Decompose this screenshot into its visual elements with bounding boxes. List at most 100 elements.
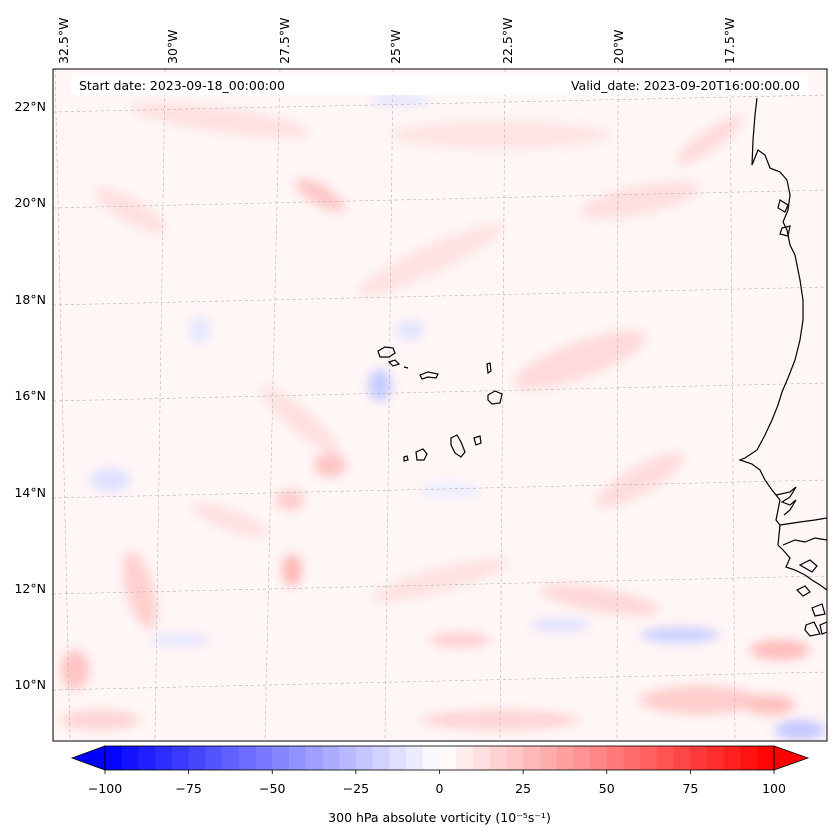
colorbar-cell: [422, 746, 441, 770]
latitude-labels: 22°N 20°N 18°N 16°N 14°N 12°N 10°N: [14, 99, 46, 692]
colorbar-ticks: [104, 770, 775, 774]
lon-label-20w: 20°W: [611, 29, 626, 64]
colorbar-cell: [590, 746, 608, 770]
coastline-bijagos-1: [798, 559, 818, 573]
colorbar-cells: [105, 746, 775, 770]
coastline-gambia: [775, 486, 797, 516]
cape-verde-islands: [377, 346, 503, 462]
longitude-labels: 32.5°W 30°W 27.5°W 25°W 22.5°W 20°W 17.5…: [56, 18, 737, 64]
colorbar-cell: [272, 746, 290, 770]
colorbar-cell: [255, 746, 273, 770]
colorbar-max-arrow: [773, 745, 810, 771]
cbar-tick-label-75: 75: [682, 781, 698, 796]
island-boa-vista: [487, 390, 503, 405]
colorbar-cell: [506, 746, 524, 770]
lat-label-16n: 16°N: [14, 388, 46, 403]
colorbar-cell: [623, 746, 641, 770]
cbar-tick-label-25: 25: [515, 781, 531, 796]
valid-date-text: Valid_date: 2023-09-20T16:00:00.00: [571, 78, 800, 93]
gridlines: [53, 69, 827, 741]
coastline-bijagos-2: [795, 585, 811, 597]
cbar-tick-label-neg75: −75: [175, 781, 201, 796]
cbar-tick-label-100: 100: [762, 781, 786, 796]
colorbar-cell: [188, 746, 206, 770]
map-frame: [52, 68, 828, 742]
island-santiago: [450, 434, 466, 458]
coastline-mauritania-senegal: [738, 97, 827, 591]
cbar-tick-label-neg50: −50: [259, 781, 285, 796]
lon-label-22-5w: 22.5°W: [500, 18, 515, 64]
header-box: [71, 75, 808, 95]
colorbar-cell: [205, 746, 223, 770]
island-sal: [486, 362, 492, 375]
colorbar-cell: [406, 746, 424, 770]
colorbar-cell: [105, 746, 123, 770]
colorbar-cell: [573, 746, 591, 770]
colorbar-cell: [556, 746, 574, 770]
colorbar-cell: [757, 746, 775, 770]
lon-label-32-5w: 32.5°W: [56, 18, 71, 64]
lat-label-10n: 10°N: [14, 677, 46, 692]
coastline-bijagos-4: [804, 621, 821, 637]
island-maio: [473, 435, 482, 446]
colorbar-min-arrow: [70, 745, 106, 771]
coastline-guinea-bissau: [782, 537, 827, 546]
cbar-tick-label-50: 50: [599, 781, 615, 796]
island-santo-antao: [377, 346, 396, 358]
island-sao-nicolau: [419, 371, 439, 380]
colorbar-cell: [222, 746, 240, 770]
colorbar-cell: [472, 746, 491, 770]
colorbar-label: 300 hPa absolute vorticity (10⁻⁵s⁻¹): [328, 810, 551, 825]
colorbar-cell: [640, 746, 658, 770]
colorbar-cell: [238, 746, 257, 770]
cbar-tick-label-neg100: −100: [88, 781, 122, 796]
colorbar-cell: [138, 746, 156, 770]
colorbar-cell: [339, 746, 357, 770]
start-date-text: Start date: 2023-09-18_00:00:00: [79, 78, 285, 93]
colorbar-cell: [723, 746, 742, 770]
colorbar-cell: [288, 746, 307, 770]
colorbar-cell: [355, 746, 374, 770]
colorbar-cell: [690, 746, 708, 770]
colorbar-cell: [656, 746, 675, 770]
coastline-bijagos-5: [819, 621, 827, 635]
colorbar: −100 −75 −50 −25 0 25 50 75 100 300 hPa …: [70, 745, 810, 825]
colorbar-cell: [439, 746, 457, 770]
lat-label-14n: 14°N: [14, 485, 46, 500]
coastline-detail-1: [777, 199, 789, 213]
map-area: Start date: 2023-09-18_00:00:00 Valid_da…: [52, 68, 828, 742]
colorbar-cell: [707, 746, 725, 770]
colorbar-cell: [171, 746, 190, 770]
colorbar-cell: [523, 746, 541, 770]
lat-label-20n: 20°N: [14, 195, 46, 210]
colorbar-cell: [372, 746, 390, 770]
lon-label-27-5w: 27.5°W: [277, 18, 292, 64]
colorbar-cell: [606, 746, 625, 770]
colorbar-cell: [489, 746, 508, 770]
vorticity-field: [60, 94, 825, 740]
cbar-tick-label-neg25: −25: [343, 781, 369, 796]
colorbar-cell: [539, 746, 558, 770]
colorbar-cell: [121, 746, 140, 770]
coastline-detail-2: [779, 225, 791, 237]
cbar-tick-label-0: 0: [436, 781, 444, 796]
colorbar-cell: [740, 746, 758, 770]
island-sao-vicente: [387, 359, 401, 367]
colorbar-cell: [673, 746, 691, 770]
island-fogo: [415, 448, 428, 461]
coastline-bijagos-3: [811, 603, 826, 617]
island-brava: [403, 455, 409, 462]
colorbar-cell: [456, 746, 474, 770]
lon-label-17-5w: 17.5°W: [722, 18, 737, 64]
lon-label-25w: 25°W: [388, 29, 403, 64]
african-coastline: [738, 97, 827, 637]
lat-label-18n: 18°N: [14, 292, 46, 307]
colorbar-cell: [322, 746, 340, 770]
colorbar-cell: [305, 746, 324, 770]
coastline-casamance: [779, 517, 827, 526]
colorbar-cell: [155, 746, 173, 770]
lat-label-12n: 12°N: [14, 581, 46, 596]
lat-label-22n: 22°N: [14, 99, 46, 114]
lon-label-30w: 30°W: [165, 29, 180, 64]
island-santa-luzia: [403, 366, 409, 369]
